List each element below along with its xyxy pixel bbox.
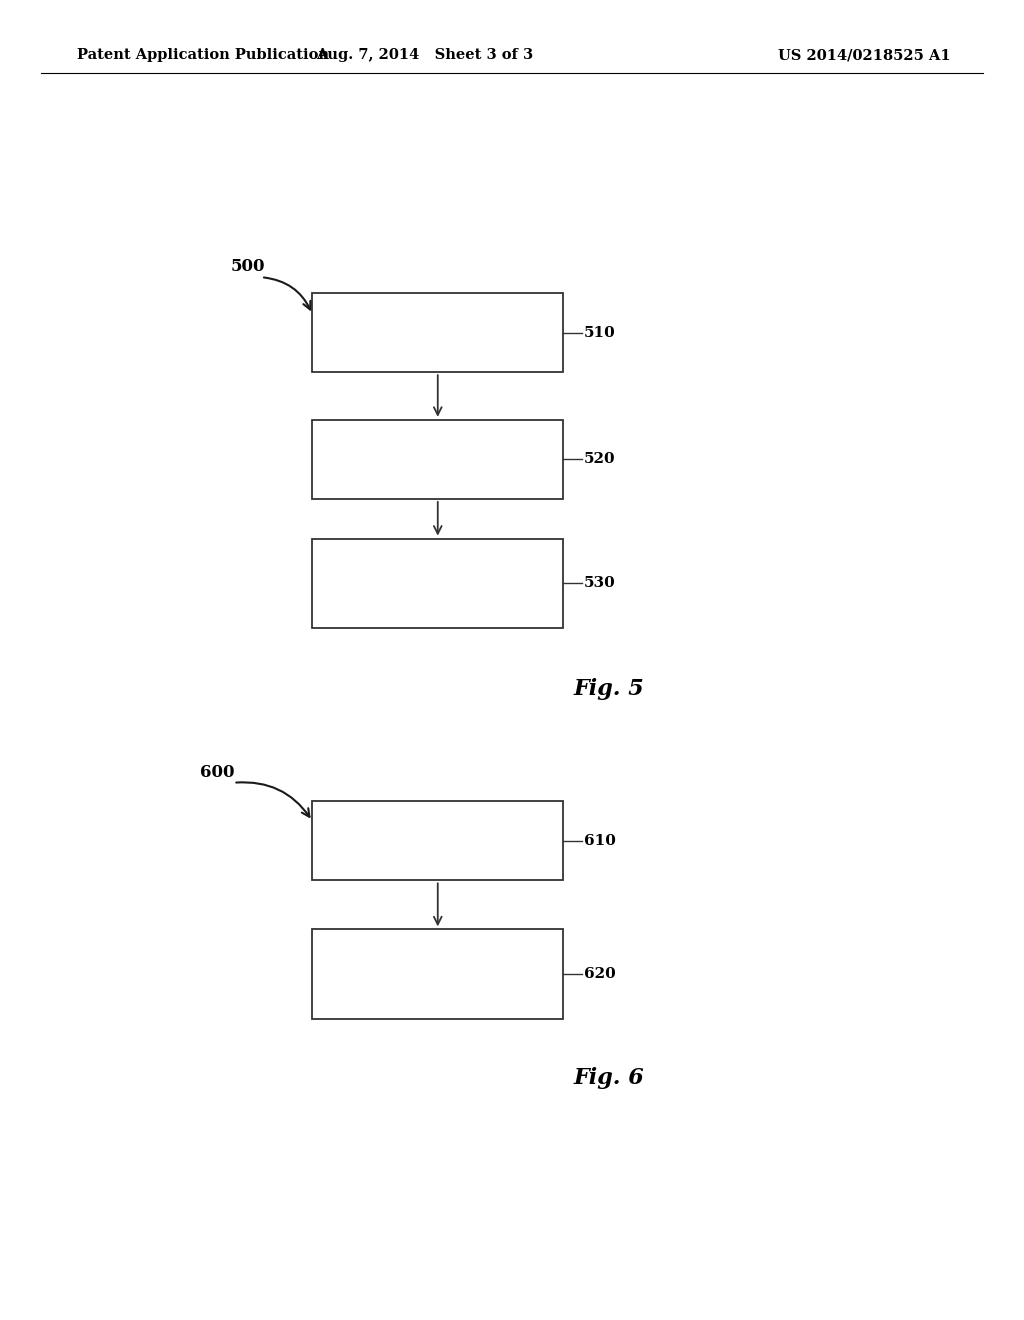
Text: 620: 620 (584, 968, 615, 981)
Text: Aug. 7, 2014   Sheet 3 of 3: Aug. 7, 2014 Sheet 3 of 3 (316, 49, 534, 62)
Bar (312, 539, 563, 628)
Text: 500: 500 (230, 259, 265, 275)
Text: US 2014/0218525 A1: US 2014/0218525 A1 (778, 49, 951, 62)
Text: 520: 520 (584, 453, 615, 466)
Text: 530: 530 (584, 577, 615, 590)
Text: Fig. 6: Fig. 6 (573, 1068, 645, 1089)
Text: Fig. 5: Fig. 5 (573, 678, 645, 700)
Bar (312, 929, 563, 1019)
Text: Patent Application Publication: Patent Application Publication (77, 49, 329, 62)
Text: 510: 510 (584, 326, 615, 339)
Text: 610: 610 (584, 834, 615, 847)
Bar (312, 293, 563, 372)
Bar (312, 420, 563, 499)
Text: 600: 600 (200, 764, 234, 780)
Bar (312, 801, 563, 880)
